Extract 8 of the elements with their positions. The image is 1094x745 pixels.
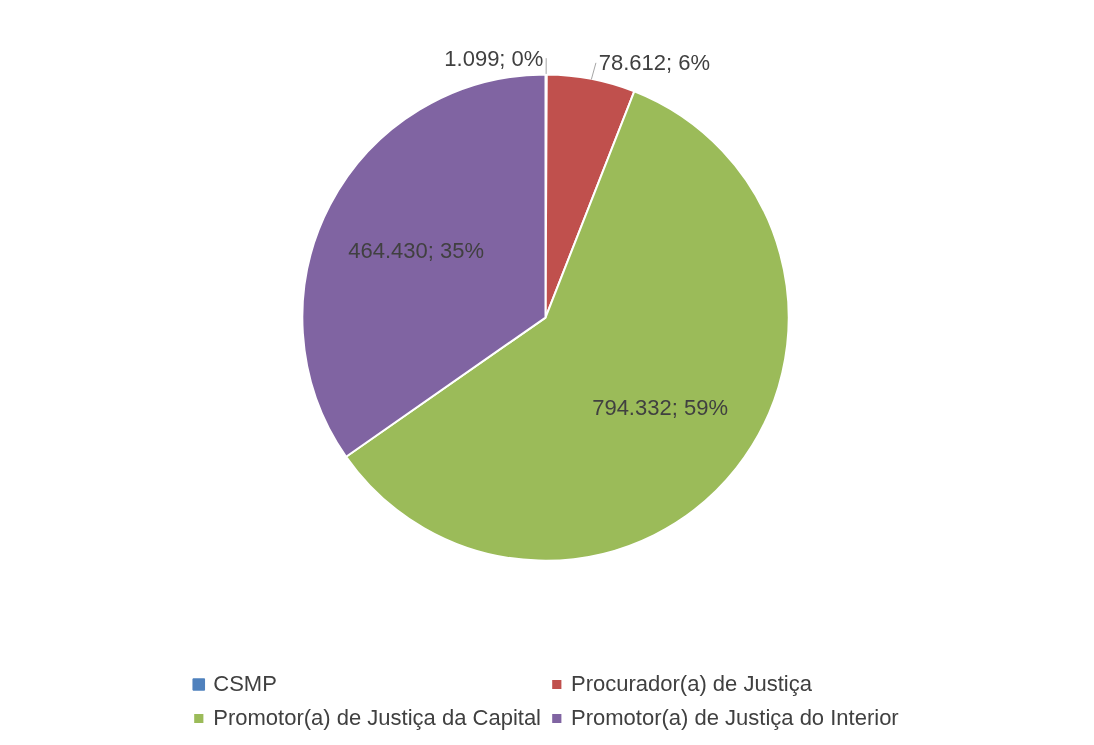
legend-label: CSMP <box>213 671 277 697</box>
legend-label: Promotor(a) de Justiça da Capital <box>213 705 541 731</box>
data-label: 794.332; 59% <box>592 395 728 421</box>
data-label: 78.612; 6% <box>598 50 711 76</box>
data-label: 464.430; 35% <box>348 237 485 263</box>
legend-label: Promotor(a) de Justiça do Interior <box>571 705 899 731</box>
data-label: 1.099; 0% <box>444 45 544 71</box>
legend-label: Procurador(a) de Justiça <box>571 671 812 697</box>
